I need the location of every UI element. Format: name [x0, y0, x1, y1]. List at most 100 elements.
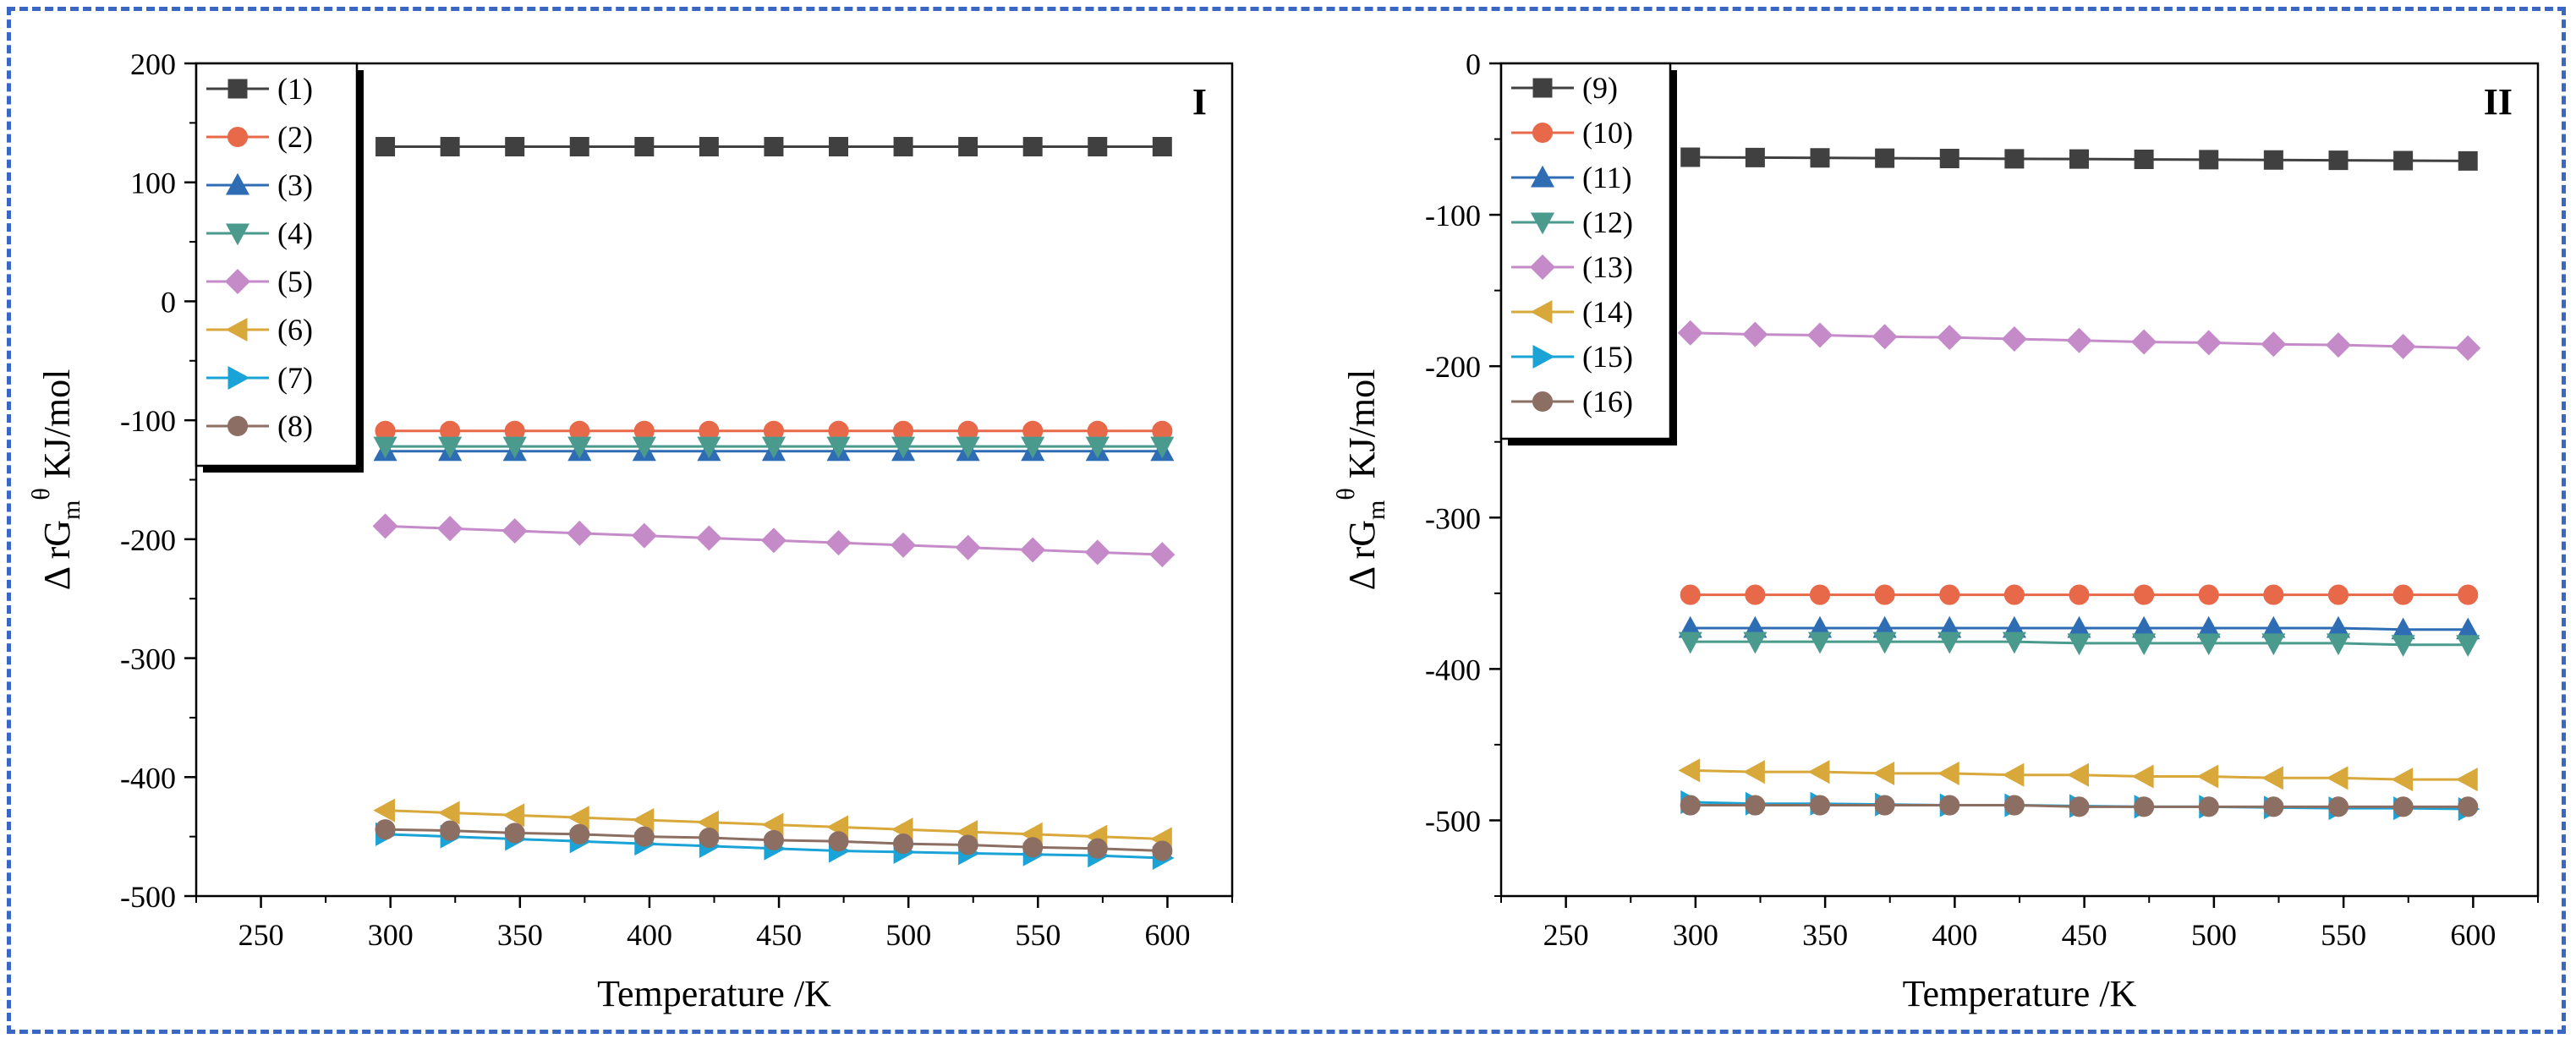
legend-marker: [1532, 391, 1554, 413]
data-point: [375, 819, 396, 840]
legend-label: (3): [277, 168, 313, 202]
data-point: [2392, 584, 2414, 605]
series-8: [375, 819, 1173, 861]
y-tick-label: -500: [1425, 804, 1481, 838]
data-point: [826, 436, 851, 459]
y-tick-label: -300: [120, 642, 176, 676]
data-point: [569, 137, 589, 156]
legend-item: (11): [1511, 161, 1632, 194]
data-point: [438, 436, 463, 459]
data-point: [1021, 436, 1045, 459]
data-point: [1874, 584, 1895, 605]
x-tick-label: 400: [1932, 918, 1977, 952]
x-tick-label: 300: [1673, 918, 1718, 952]
data-point: [956, 436, 980, 459]
x-tick-label: 300: [368, 918, 414, 952]
legend-marker: [225, 317, 248, 342]
data-point: [1807, 631, 1833, 654]
data-point: [1810, 148, 1830, 168]
legend-marker: [1532, 122, 1554, 144]
data-point: [2002, 763, 2025, 787]
legend-marker: [225, 223, 250, 246]
series-2: [375, 420, 1173, 441]
data-point: [501, 517, 528, 544]
y-tick-label: 200: [130, 47, 176, 81]
data-point: [1745, 147, 1765, 167]
data-point: [2390, 333, 2416, 359]
data-point: [1088, 137, 1108, 156]
data-point: [1680, 147, 1701, 167]
legend-marker: [1532, 78, 1553, 98]
legend-label: (7): [277, 361, 313, 395]
data-point: [372, 513, 398, 539]
data-point: [2003, 795, 2025, 816]
data-point: [2134, 150, 2154, 170]
data-point: [1743, 760, 1765, 784]
data-point: [1677, 320, 1703, 346]
chart-panel-2: 250 300 350 400 450 500 550 600 -500 -400 -300 -200…: [1332, 47, 2540, 1014]
data-point: [2069, 796, 2090, 817]
y-tick-label: -500: [120, 880, 176, 914]
data-point: [763, 829, 784, 850]
legend-label: (4): [277, 216, 313, 250]
figure-frame: [7, 7, 2566, 1034]
data-point: [2198, 584, 2219, 605]
legend-marker: [1530, 212, 1555, 235]
data-point: [2132, 633, 2157, 656]
data-point: [2131, 329, 2157, 355]
chart-panel-1: 250 300 350 400 450 500 550 600 -500 -400 -300 -200…: [27, 47, 1234, 1014]
data-point: [1742, 321, 1768, 347]
legend-item: (1): [206, 72, 313, 106]
data-point: [1872, 761, 1895, 785]
data-point: [1680, 795, 1701, 816]
data-point: [1875, 148, 1895, 168]
data-point: [891, 532, 917, 558]
data-point: [437, 516, 463, 542]
data-point: [2261, 766, 2283, 790]
y-tick-label: -200: [120, 523, 176, 557]
data-point: [2458, 584, 2479, 605]
data-point: [1022, 137, 1043, 156]
data-point: [829, 137, 848, 156]
data-point: [2134, 796, 2155, 817]
legend-marker: [225, 172, 250, 195]
data-point: [2003, 584, 2025, 605]
data-point: [2131, 764, 2154, 789]
data-point: [1084, 539, 1110, 566]
legend-item: (7): [206, 361, 313, 395]
y-tick-label: 0: [1466, 47, 1481, 81]
data-point: [2002, 631, 2026, 654]
legend-label: (12): [1582, 205, 1633, 239]
data-point: [633, 826, 655, 847]
data-point: [1745, 795, 1766, 816]
data-point: [2456, 768, 2478, 792]
data-point: [955, 534, 981, 560]
data-point: [761, 436, 786, 459]
data-point: [1678, 631, 1702, 654]
y-tick-label: 0: [161, 285, 176, 319]
data-point: [632, 436, 656, 459]
data-point: [2001, 325, 2027, 352]
data-point: [1809, 795, 1831, 816]
legend-item: (8): [206, 409, 313, 443]
data-point: [1809, 584, 1831, 605]
x-tick-label: 600: [2450, 918, 2496, 952]
x-tick-label: 350: [497, 918, 543, 952]
data-point: [958, 137, 978, 156]
legend-item: (9): [1511, 71, 1618, 105]
series-16: [1680, 795, 2479, 817]
series-12: [1678, 631, 2480, 657]
data-point: [1020, 537, 1046, 563]
data-point: [699, 137, 719, 156]
data-point: [567, 806, 589, 830]
data-point: [2263, 796, 2284, 817]
legend-marker: [1529, 254, 1556, 281]
data-point: [825, 530, 852, 556]
data-point: [2004, 149, 2025, 169]
data-point: [631, 522, 657, 549]
data-point: [2067, 633, 2091, 656]
data-point: [502, 436, 527, 459]
data-point: [1678, 758, 1701, 783]
data-point: [567, 436, 592, 459]
data-point: [1152, 840, 1173, 861]
